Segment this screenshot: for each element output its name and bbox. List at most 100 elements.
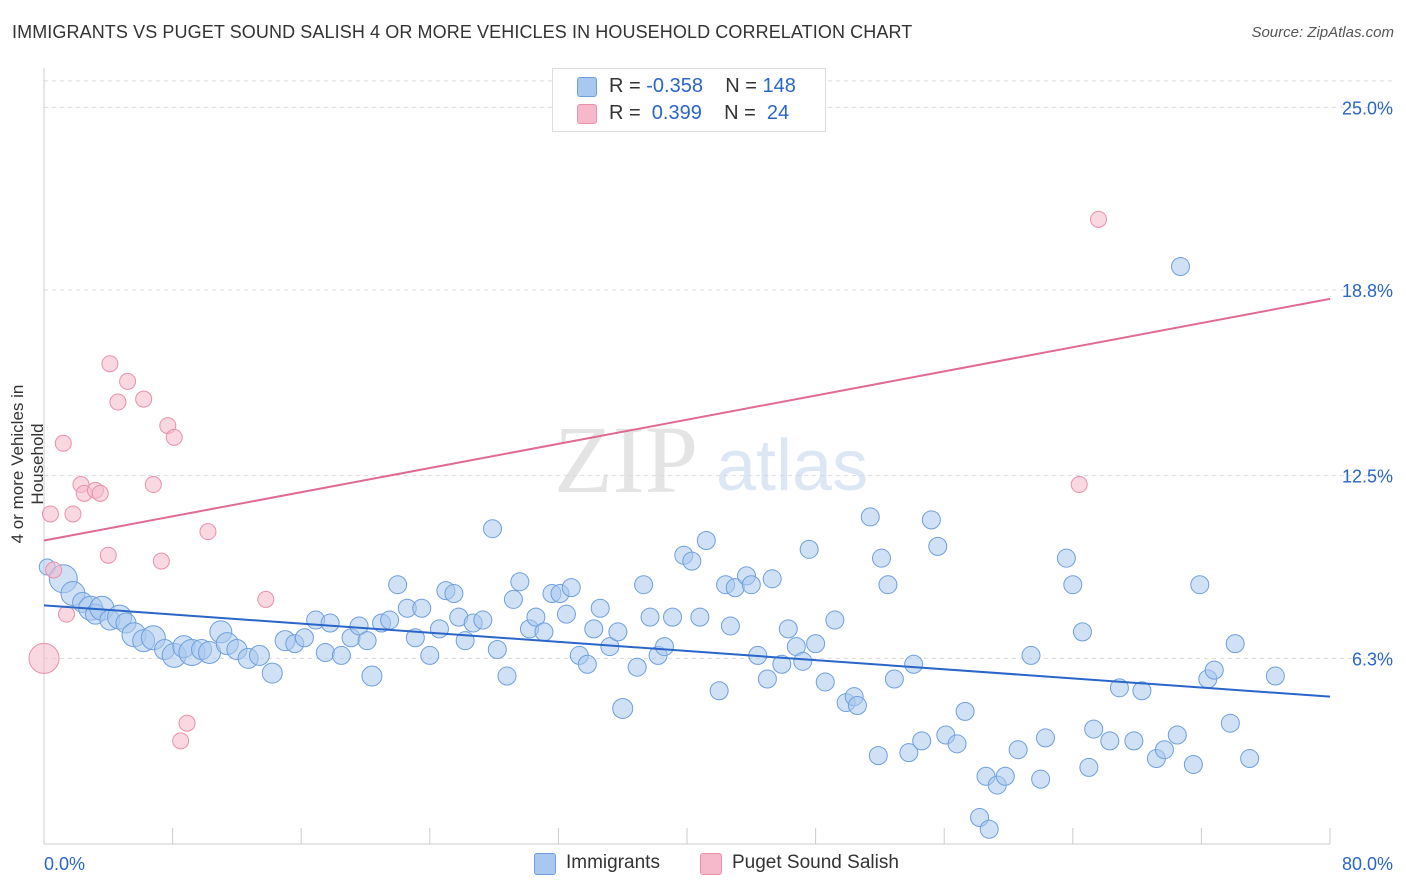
immigrants-point	[778, 619, 798, 639]
puget-point	[28, 642, 60, 674]
immigrants-point	[388, 575, 408, 595]
immigrants-point	[663, 607, 683, 627]
immigrants-point	[487, 640, 507, 660]
puget-swatch	[700, 853, 722, 875]
puget-point	[54, 434, 72, 452]
puget-point	[45, 561, 63, 579]
immigrants-point	[590, 598, 610, 618]
y-tick-label: 12.5%	[1342, 467, 1393, 487]
immigrants-point	[955, 701, 975, 721]
y-tick-label: 25.0%	[1342, 98, 1393, 118]
puget-point	[199, 523, 217, 541]
watermark-atlas: atlas	[716, 426, 868, 506]
immigrants-point	[928, 536, 948, 556]
immigrants-point	[331, 645, 351, 665]
immigrants-point	[444, 584, 464, 604]
immigrants-point	[1240, 749, 1260, 769]
immigrants-point	[349, 616, 369, 636]
immigrants-point	[912, 731, 932, 751]
immigrants-point	[921, 510, 941, 530]
puget-point	[172, 732, 190, 750]
puget-point	[41, 505, 59, 523]
immigrants-swatch	[577, 77, 597, 97]
immigrants-point	[320, 613, 340, 633]
immigrants-point	[690, 607, 710, 627]
immigrants-point	[872, 548, 892, 568]
immigrants-point	[1190, 575, 1210, 595]
immigrants-point	[294, 628, 314, 648]
immigrants-point	[720, 616, 740, 636]
immigrants-point	[1072, 622, 1092, 642]
puget-sound-salish-points	[28, 210, 1108, 750]
legend-label: Puget Sound Salish	[732, 852, 899, 873]
immigrants-point	[1220, 713, 1240, 733]
immigrants-point	[696, 531, 716, 551]
puget-point	[109, 393, 127, 411]
puget-point	[178, 714, 196, 732]
puget-point	[64, 505, 82, 523]
immigrants-trend-line	[43, 604, 1331, 698]
immigrants-point	[947, 734, 967, 754]
puget-trend-line	[43, 297, 1331, 542]
immigrants-point	[473, 610, 493, 630]
immigrants-point	[654, 637, 674, 657]
immigrants-point	[429, 619, 449, 639]
immigrants-point	[1031, 769, 1051, 789]
gridlines	[44, 80, 1394, 659]
r-value: 0.399	[646, 102, 702, 124]
correlation-legend: R = -0.358 N = 148 R = 0.399 N = 24	[552, 68, 826, 132]
immigrants-point	[561, 578, 581, 598]
source-label: Source: ZipAtlas.com	[1251, 24, 1394, 41]
immigrants-point	[248, 644, 270, 666]
puget-point	[144, 476, 162, 494]
immigrants-point	[634, 575, 654, 595]
y-tick-label: 6.3%	[1352, 649, 1393, 669]
immigrants-point	[1171, 256, 1191, 276]
puget-swatch	[577, 104, 597, 124]
immigrants-point	[526, 607, 546, 627]
legend-row-text: R = -0.358 N = 148	[609, 75, 796, 98]
series-legend: Immigrants Puget Sound Salish	[0, 852, 1406, 878]
puget-point	[1070, 476, 1088, 494]
immigrants-point	[884, 669, 904, 689]
immigrants-point	[741, 575, 761, 595]
immigrants-point	[825, 610, 845, 630]
immigrants-point	[1265, 666, 1285, 686]
immigrants-point	[995, 766, 1015, 786]
puget-point	[257, 590, 275, 608]
immigrants-swatch	[534, 853, 556, 875]
n-label: N =	[724, 102, 756, 124]
x-tick-label: 0.0%	[44, 854, 85, 874]
immigrants-point	[757, 669, 777, 689]
immigrants-point	[482, 519, 502, 539]
immigrants-point	[1035, 728, 1055, 748]
immigrants-point	[1154, 740, 1174, 760]
immigrants-point	[1008, 740, 1028, 760]
x-tick-label: 80.0%	[1342, 854, 1393, 874]
chart-title: IMMIGRANTS VS PUGET SOUND SALISH 4 OR MO…	[12, 22, 913, 42]
immigrants-point	[860, 507, 880, 527]
puget-point	[152, 552, 170, 570]
immigrants-point	[979, 819, 999, 839]
immigrants-point	[815, 672, 835, 692]
immigrants-point	[762, 569, 782, 589]
immigrants-point	[510, 572, 530, 592]
immigrants-point	[412, 598, 432, 618]
immigrants-point	[868, 746, 888, 766]
watermark-zip: ZIP	[554, 406, 698, 513]
immigrants-point	[405, 628, 425, 648]
immigrants-point	[806, 634, 826, 654]
immigrants-point	[556, 604, 576, 624]
immigrants-point	[534, 622, 554, 642]
puget-point	[101, 355, 119, 373]
watermark: ZIP atlas	[554, 406, 868, 513]
puget-point	[91, 484, 109, 502]
trend-lines	[43, 297, 1331, 698]
immigrants-point	[709, 681, 729, 701]
immigrants-point	[1084, 719, 1104, 739]
puget-point	[119, 372, 137, 390]
immigrants-points	[38, 256, 1285, 839]
immigrants-point	[1100, 731, 1120, 751]
immigrants-point	[1124, 731, 1144, 751]
